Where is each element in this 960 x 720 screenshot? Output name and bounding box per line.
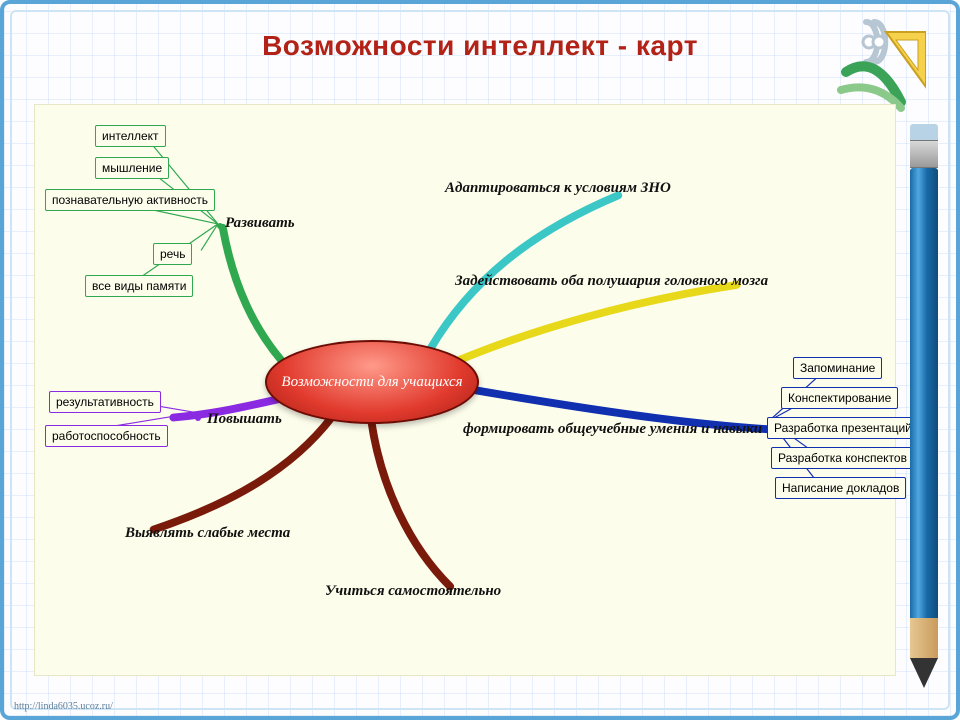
page-title: Возможности интеллект - карт — [4, 30, 956, 62]
leaf-box: Разработка конспектов — [771, 447, 914, 469]
branch-label-develop: Развивать — [225, 215, 295, 232]
leaf-box: Запоминание — [793, 357, 882, 379]
branch-label-improve: Повышать — [207, 411, 282, 428]
slide: Возможности интеллект - карт Возможности… — [0, 0, 960, 720]
branch-hemispheres — [458, 285, 737, 361]
branch-bullet-develop — [217, 223, 223, 229]
branch-label-selflearn: Учиться самостоятельно — [325, 583, 501, 600]
center-node: Возможности для учащихся — [265, 340, 479, 424]
leaf-box: познавательную активность — [45, 189, 215, 211]
branch-bullet-improve — [195, 415, 201, 421]
branch-label-weakspots: Выявлять слабые места — [125, 525, 290, 542]
leaf-box: работоспособность — [45, 425, 168, 447]
leaf-box: Написание докладов — [775, 477, 906, 499]
mindmap-canvas: Возможности для учащихся Развивать интелл… — [34, 104, 896, 676]
branch-selflearn — [371, 419, 450, 586]
pencil-decoration — [910, 124, 938, 694]
branch-label-hemispheres: Задействовать оба полушария головного мо… — [455, 273, 768, 290]
leaf-box: результативность — [49, 391, 161, 413]
leaf-box: все виды памяти — [85, 275, 193, 297]
branch-label-adapt: Адаптироваться к условиям ЗНО — [445, 180, 671, 197]
leaf-connector — [201, 224, 218, 251]
leaf-box: Конспектирование — [781, 387, 898, 409]
leaf-box: Разработка презентаций — [767, 417, 919, 439]
footer-url: http://linda6035.ucoz.ru/ — [14, 701, 113, 712]
branch-develop — [223, 228, 292, 372]
leaf-box: мышление — [95, 157, 169, 179]
leaf-box: интеллект — [95, 125, 166, 147]
branch-weakspots — [154, 418, 332, 530]
branch-label-skills: формировать общеучебные умения и навыки — [463, 421, 762, 438]
leaf-box: речь — [153, 243, 192, 265]
